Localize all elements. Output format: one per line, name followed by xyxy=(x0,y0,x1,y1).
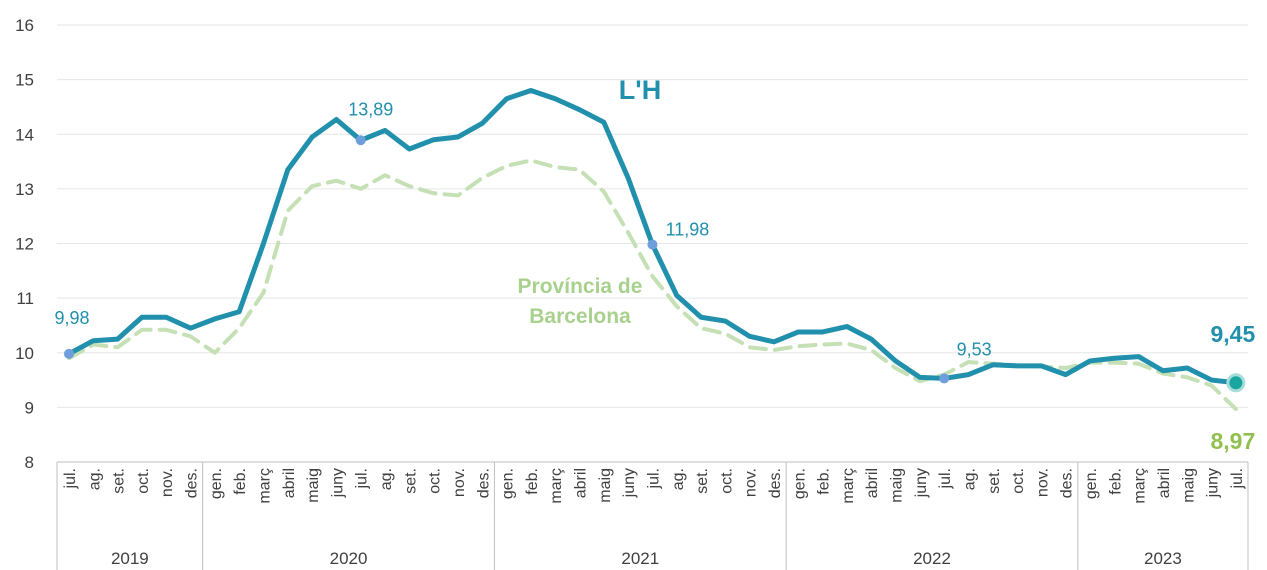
data-label: 9,45 xyxy=(1210,321,1255,347)
x-tick-label: jul. xyxy=(1229,468,1246,489)
x-tick-label: maig xyxy=(597,468,614,503)
x-tick-label: març xyxy=(840,468,857,504)
data-label: 11,98 xyxy=(666,220,710,240)
x-tick-label: nov. xyxy=(1034,468,1051,497)
y-tick-label: 8 xyxy=(25,453,34,472)
x-tick-label: feb. xyxy=(816,468,833,495)
x-tick-label: abril xyxy=(1156,468,1173,498)
x-tick-label: ag. xyxy=(961,468,978,490)
x-tick-label: feb. xyxy=(232,468,249,495)
x-tick-label: oct. xyxy=(135,468,152,494)
x-group-label: 2019 xyxy=(111,549,149,568)
x-tick-label: oct. xyxy=(718,468,735,494)
x-tick-label: oct. xyxy=(427,468,444,494)
highlight-marker xyxy=(1226,373,1246,393)
data-label: 9,98 xyxy=(54,308,89,328)
x-tick-label: ag. xyxy=(378,468,395,490)
y-tick-label: 10 xyxy=(15,344,34,363)
y-tick-label: 11 xyxy=(16,289,34,308)
y-tick-label: 13 xyxy=(15,180,34,199)
x-tick-label: nov. xyxy=(743,468,760,497)
x-tick-label: abril xyxy=(864,468,881,498)
series-label: L'H xyxy=(619,75,661,105)
x-tick-label: juny xyxy=(621,468,638,498)
x-tick-label: des. xyxy=(767,468,784,498)
x-tick-label: maig xyxy=(889,468,906,503)
data-label: 8,97 xyxy=(1210,428,1255,454)
data-label: 13,89 xyxy=(348,99,393,119)
x-tick-label: des. xyxy=(1059,468,1076,498)
x-tick-label: jul. xyxy=(645,468,662,489)
x-tick-label: ag. xyxy=(670,468,687,490)
x-tick-label: abril xyxy=(281,468,298,498)
x-tick-label: març xyxy=(548,468,565,504)
x-tick-label: ag. xyxy=(86,468,103,490)
x-tick-label: gen. xyxy=(791,468,808,499)
x-tick-label: gen. xyxy=(1083,468,1100,499)
x-tick-label: juny xyxy=(1205,468,1222,498)
x-tick-label: març xyxy=(256,468,273,504)
x-tick-label: nov. xyxy=(159,468,176,497)
x-tick-label: jul. xyxy=(937,468,954,489)
x-tick-label: set. xyxy=(694,468,711,494)
x-tick-label: jul. xyxy=(62,468,79,489)
y-tick-label: 14 xyxy=(15,125,34,144)
x-tick-label: maig xyxy=(1180,468,1197,503)
x-tick-label: set. xyxy=(111,468,128,494)
x-group-label: 2020 xyxy=(330,549,368,568)
x-tick-label: des. xyxy=(475,468,492,498)
x-group-label: 2022 xyxy=(913,549,951,568)
x-tick-label: feb. xyxy=(524,468,541,495)
x-tick-label: set. xyxy=(986,468,1003,494)
x-tick-label: abril xyxy=(573,468,590,498)
x-tick-label: juny xyxy=(329,468,346,498)
x-tick-label: oct. xyxy=(1010,468,1027,494)
x-tick-label: nov. xyxy=(451,468,468,497)
y-tick-label: 15 xyxy=(15,71,34,90)
y-tick-label: 16 xyxy=(15,16,34,35)
point-marker xyxy=(64,348,74,359)
x-group-label: 2023 xyxy=(1144,549,1182,568)
x-group-label: 2021 xyxy=(621,549,659,568)
x-tick-label: gen. xyxy=(500,468,517,499)
y-tick-label: 12 xyxy=(15,235,34,254)
point-marker xyxy=(647,239,658,250)
x-tick-label: març xyxy=(1132,468,1149,504)
x-tick-label: feb. xyxy=(1107,468,1124,495)
x-tick-label: des. xyxy=(184,468,201,498)
x-tick-label: juny xyxy=(913,468,930,498)
y-tick-label: 9 xyxy=(25,398,34,417)
x-tick-label: jul. xyxy=(354,468,371,489)
x-tick-label: gen. xyxy=(208,468,225,499)
x-tick-label: maig xyxy=(305,468,322,503)
point-marker xyxy=(939,373,950,384)
point-marker xyxy=(355,135,366,146)
x-tick-label: set. xyxy=(402,468,419,494)
data-label: 9,53 xyxy=(957,339,992,359)
series-label: Província de Barcelona xyxy=(517,275,643,328)
